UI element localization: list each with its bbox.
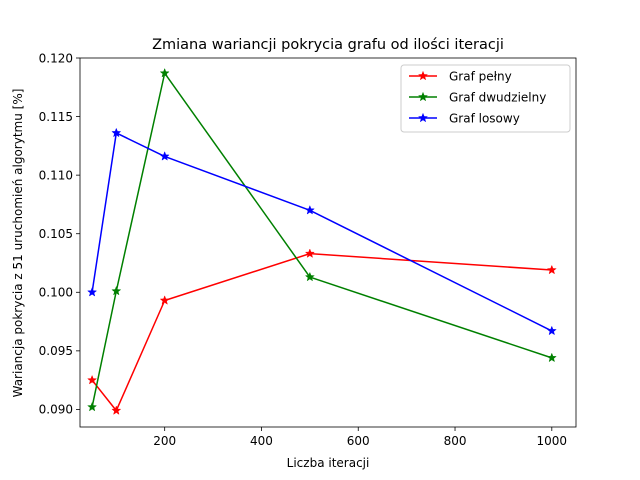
- data-point-1-0: [87, 401, 98, 412]
- legend-label-2: Graf losowy: [449, 112, 520, 126]
- y-tick-label-4: 0.110: [39, 168, 73, 182]
- x-axis-label: Liczba iteracji: [287, 456, 370, 470]
- data-point-1-4: [546, 352, 557, 363]
- legend: Graf pełny Graf dwudzielny Graf losowy: [400, 64, 571, 133]
- y-tick-label-6: 0.120: [39, 51, 73, 65]
- x-tick-label-4: 1000: [537, 434, 568, 448]
- legend-label-1: Graf dwudzielny: [449, 91, 546, 105]
- legend-label-0: Graf pełny: [449, 70, 512, 84]
- legend-marker-1: [417, 91, 429, 102]
- x-tick-label-3: 800: [444, 434, 467, 448]
- data-point-2-3: [304, 204, 315, 215]
- x-tick-label-0: 200: [153, 434, 176, 448]
- plot-area: 200 400 600 800 1000 0.090 0.095 0.100 0.105 0.11…: [39, 51, 577, 448]
- y-tick-label-3: 0.105: [39, 227, 73, 241]
- data-point-1-2: [159, 67, 170, 78]
- data-point-2-1: [111, 127, 122, 138]
- y-tick-label-5: 0.115: [39, 110, 73, 124]
- legend-marker-2: [417, 112, 429, 123]
- y-tick-label-2: 0.100: [39, 286, 73, 300]
- data-point-2-4: [546, 325, 557, 336]
- y-axis-label: Wariancja pokrycia z 51 uruchomień algor…: [11, 89, 25, 398]
- y-tick-label-0: 0.090: [39, 403, 73, 417]
- data-point-0-0: [87, 374, 98, 385]
- x-tick-label-2: 600: [347, 434, 370, 448]
- data-point-2-2: [159, 151, 170, 161]
- data-point-2-0: [87, 286, 98, 297]
- legend-box: [400, 64, 571, 133]
- data-point-0-2: [159, 295, 170, 305]
- x-tick-label-1: 400: [250, 434, 273, 448]
- data-point-0-4: [546, 264, 557, 275]
- data-point-1-3: [304, 271, 315, 282]
- data-point-0-3: [304, 248, 315, 258]
- data-point-1-1: [111, 285, 122, 296]
- data-point-0-1: [111, 405, 122, 415]
- chart-title: Zmiana wariancji pokrycia grafu od ilośc…: [152, 37, 504, 53]
- y-tick-label-1: 0.095: [39, 344, 73, 358]
- axes-frame: [79, 57, 577, 428]
- legend-marker-0: [417, 70, 429, 81]
